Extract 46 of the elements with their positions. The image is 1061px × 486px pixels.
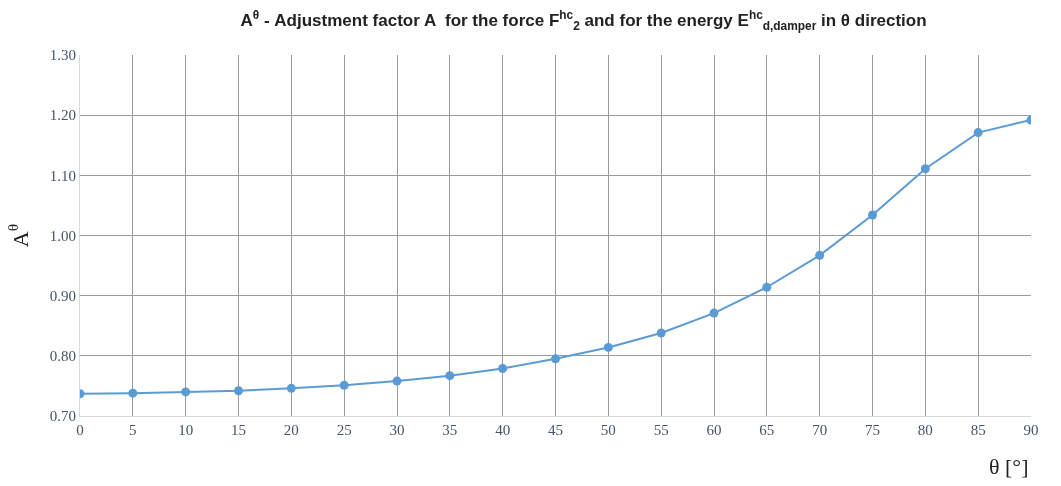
point bbox=[868, 210, 877, 220]
x-tick-label: 70 bbox=[812, 422, 828, 438]
x-tick-label: 90 bbox=[1023, 422, 1039, 438]
y-tick-label: 1.10 bbox=[49, 167, 76, 184]
point bbox=[656, 328, 666, 338]
chart-title: - Adjustment factor A for the force F$^{hc}$$_{2}$ and for the energy E$^{hc}$$_{d,damper}$ in θ direction bbox=[263, 8, 927, 34]
point bbox=[128, 388, 138, 398]
x-tick-label: 65 bbox=[759, 422, 775, 438]
point bbox=[603, 342, 613, 352]
point bbox=[445, 371, 455, 381]
x-tick-label: 85 bbox=[970, 422, 986, 438]
point bbox=[815, 250, 825, 260]
x-tick-label: 15 bbox=[231, 422, 246, 438]
point bbox=[973, 128, 983, 138]
x-tick-label: 55 bbox=[653, 422, 669, 438]
point bbox=[181, 387, 191, 397]
x-tick-label: 30 bbox=[389, 422, 405, 438]
point bbox=[286, 383, 296, 393]
y-tick-label: 1.00 bbox=[49, 227, 76, 244]
x-tick-label: 40 bbox=[495, 422, 511, 438]
point bbox=[339, 380, 349, 390]
x-tick-label: 35 bbox=[442, 422, 458, 438]
x-tick-label: 50 bbox=[600, 422, 616, 438]
x-tick-label: 75 bbox=[865, 422, 880, 438]
x-tick-label: 45 bbox=[548, 422, 563, 438]
point bbox=[234, 386, 243, 396]
x-tick-label: 5 bbox=[129, 422, 137, 438]
y-tick-label: 1.20 bbox=[49, 107, 76, 124]
y-tick-label: 0.90 bbox=[49, 287, 76, 304]
y-tick-label: 1.30 bbox=[49, 47, 76, 64]
point bbox=[920, 164, 930, 174]
x-tick-label: 80 bbox=[917, 422, 933, 438]
x-tick-label: 20 bbox=[283, 422, 299, 438]
x-axis-title: θ [°] bbox=[989, 454, 1029, 479]
y-tick-label: 0.70 bbox=[49, 408, 76, 425]
point bbox=[709, 308, 719, 318]
y-axis-title: A$^{θ}$ bbox=[240, 8, 260, 31]
point bbox=[551, 354, 560, 364]
point bbox=[762, 282, 772, 292]
x-tick-label: 25 bbox=[336, 422, 352, 438]
x-tick-label: 10 bbox=[178, 422, 194, 438]
point bbox=[392, 376, 402, 386]
y-tick-label: 0.80 bbox=[49, 348, 76, 365]
x-tick-label: 0 bbox=[76, 422, 84, 438]
x-tick-label: 60 bbox=[706, 422, 722, 438]
point bbox=[498, 363, 508, 373]
